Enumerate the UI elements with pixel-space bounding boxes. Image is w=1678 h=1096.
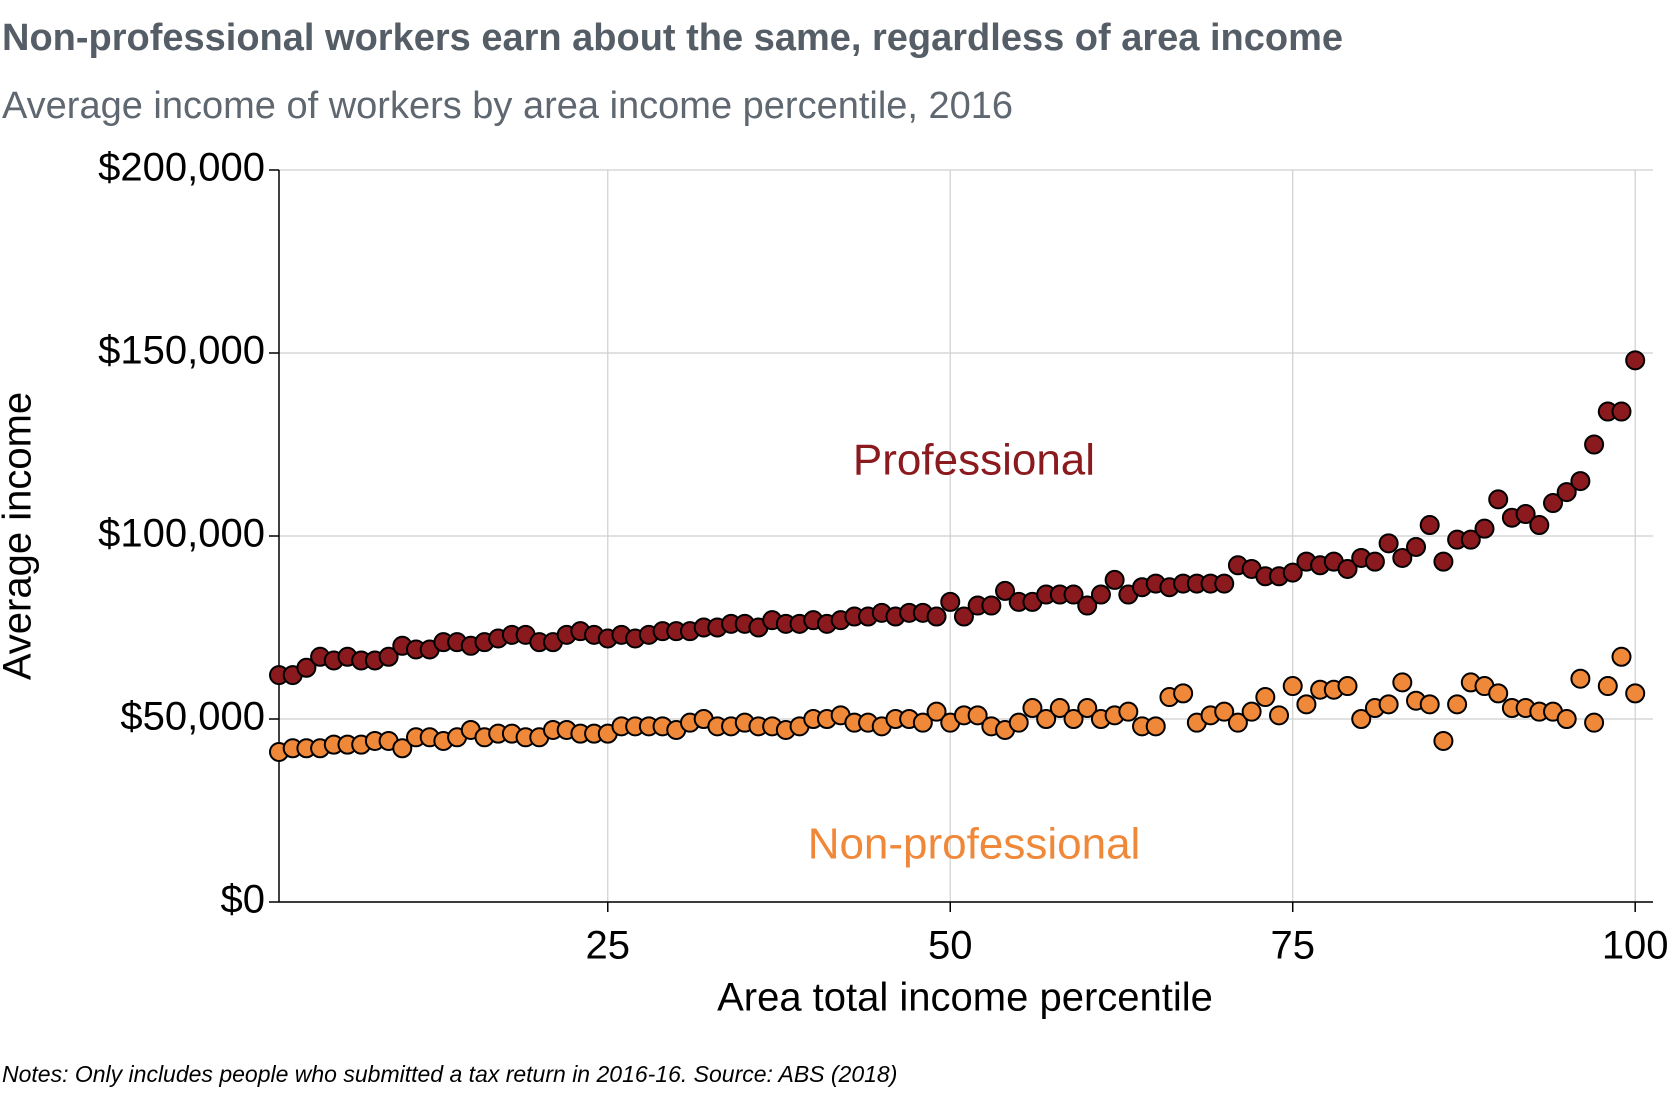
point <box>1296 694 1317 715</box>
x-axis-label: Area total income percentile <box>717 976 1213 1020</box>
point <box>1433 730 1454 751</box>
y-tick-label: $0 <box>221 878 266 922</box>
point <box>1488 489 1509 510</box>
point <box>1036 709 1057 729</box>
point <box>1269 705 1290 726</box>
point <box>1214 573 1235 594</box>
point <box>1227 712 1248 733</box>
point <box>1611 646 1632 667</box>
point <box>1488 683 1509 704</box>
point <box>378 646 399 667</box>
point <box>1611 401 1632 422</box>
point <box>1570 471 1591 492</box>
point <box>1392 672 1413 693</box>
point <box>940 591 961 612</box>
point <box>1556 709 1577 729</box>
point <box>1433 551 1454 572</box>
point <box>926 606 947 627</box>
y-axis-label: Average income <box>0 392 40 680</box>
point <box>1474 518 1495 539</box>
chart-title: Non-professional workers earn about the … <box>2 17 1343 59</box>
point <box>1625 350 1646 371</box>
point <box>1584 712 1605 733</box>
point <box>1419 694 1440 715</box>
point <box>1570 668 1591 689</box>
point <box>1008 712 1029 733</box>
point <box>995 580 1016 601</box>
point <box>1282 676 1303 697</box>
point <box>1063 584 1084 605</box>
point <box>1173 683 1194 704</box>
x-tick-label: 100 <box>1602 924 1669 968</box>
point <box>1542 493 1563 514</box>
point <box>1077 698 1098 719</box>
y-tick-label: $100,000 <box>98 512 265 556</box>
chart-subtitle: Average income of workers by area income… <box>2 85 1013 127</box>
y-tick-label: $50,000 <box>120 695 265 739</box>
x-tick-label: 50 <box>928 924 973 968</box>
y-tick-label: $200,000 <box>98 146 265 190</box>
point <box>1118 701 1139 722</box>
point <box>1241 701 1262 722</box>
point <box>1214 701 1235 722</box>
series-label: Non-professional <box>808 820 1141 869</box>
point <box>1392 547 1413 568</box>
point <box>1104 569 1125 590</box>
point <box>1529 515 1550 536</box>
point <box>1625 683 1646 704</box>
point <box>1145 716 1166 737</box>
point <box>1406 536 1427 557</box>
point <box>1337 558 1358 579</box>
point <box>1049 698 1070 719</box>
point <box>1337 676 1358 697</box>
point <box>1378 694 1399 715</box>
point <box>953 606 974 627</box>
note: Notes: Only includes people who submitte… <box>2 1061 897 1087</box>
point <box>1077 595 1098 616</box>
point <box>1378 533 1399 554</box>
point <box>1460 529 1481 550</box>
point <box>1022 698 1043 719</box>
point <box>1584 434 1605 455</box>
point <box>296 657 317 678</box>
point <box>1419 515 1440 536</box>
point <box>926 701 947 722</box>
point <box>1515 504 1536 525</box>
point <box>1063 709 1084 729</box>
point <box>912 712 933 733</box>
point <box>1364 551 1385 572</box>
point <box>967 705 988 726</box>
point <box>1556 482 1577 503</box>
point <box>392 738 413 759</box>
x-tick-label: 75 <box>1270 924 1315 968</box>
x-tick-label: 25 <box>586 924 631 968</box>
point <box>981 595 1002 616</box>
point <box>1255 687 1276 708</box>
point <box>1597 676 1618 697</box>
point <box>1282 562 1303 583</box>
series-label: Professional <box>853 435 1095 484</box>
point <box>1447 694 1468 715</box>
point <box>1090 584 1111 605</box>
y-tick-label: $150,000 <box>98 329 265 373</box>
point <box>1351 709 1372 729</box>
